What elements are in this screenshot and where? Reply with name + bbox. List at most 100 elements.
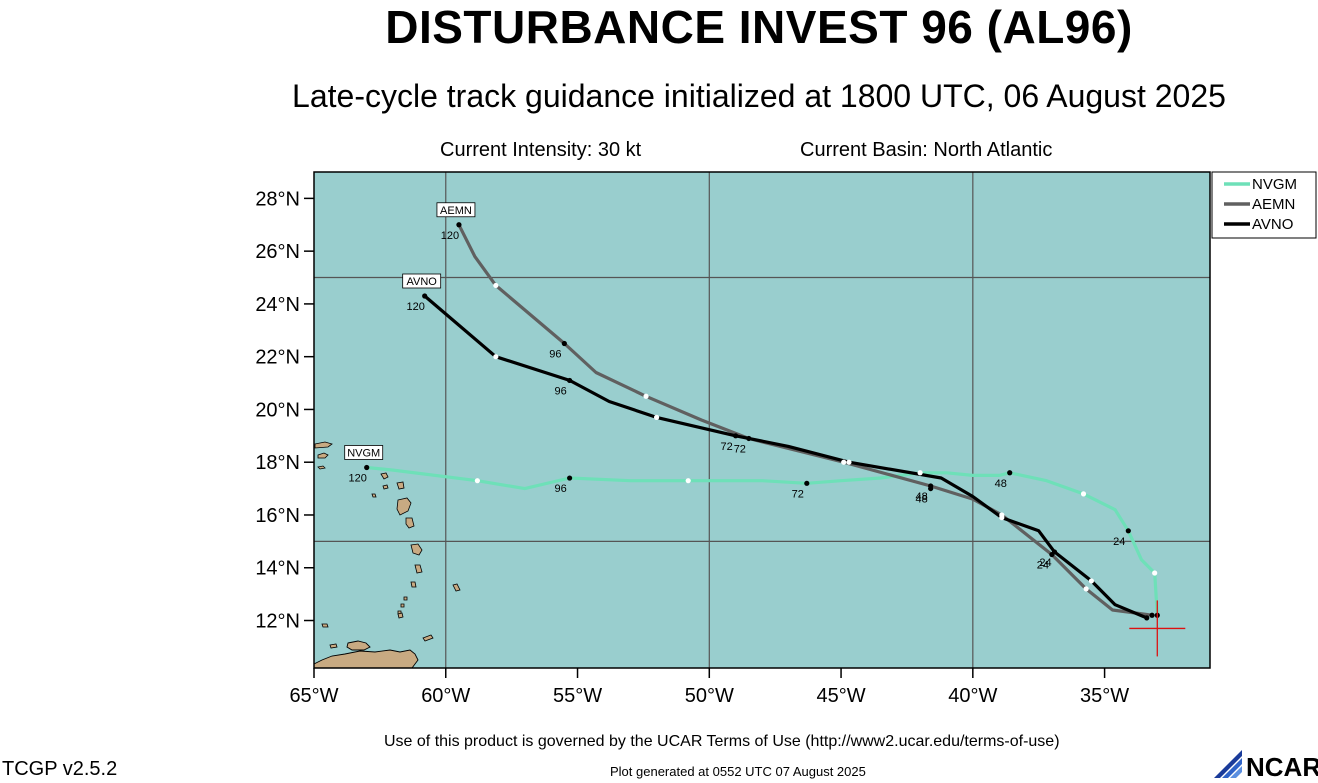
x-tick-label: 45°W [816,685,865,707]
current-intensity: Current Intensity: 30 kt [440,139,642,161]
track-marker [1083,586,1089,592]
forecast-hour-label: 120 [407,301,425,313]
track-marker [1051,549,1058,555]
model-end-label-box [344,445,384,460]
track-marker [804,480,810,486]
x-tick-label: 55°W [553,685,602,707]
forecast-hour-label: 96 [554,483,566,495]
y-tick-label: 20°N [255,399,300,421]
track-marker [567,475,573,481]
y-tick-label: 16°N [255,505,300,527]
version-label: TCGP v2.5.2 [2,758,118,780]
land-masses [314,441,461,668]
track-line-aemn [457,224,1153,617]
model-end-label-nvgm: NVGM [344,445,384,460]
model-tracks: 24487296120NVGM24487296120AEMN2448729612… [344,202,1160,621]
island-st-vincent [410,581,417,588]
island-dominica [405,517,415,529]
track-marker [1144,615,1150,621]
y-tick-label: 12°N [255,611,300,633]
island-montserrat [371,493,377,498]
plot-frame [313,171,1211,669]
track-marker [746,435,752,442]
y-tick-label: 24°N [255,294,300,316]
graticule [314,172,1210,668]
model-end-label-text: AVNO [407,276,438,288]
legend-label: AVNO [1252,216,1293,233]
island-small-west [321,623,338,649]
island-martinique [410,543,423,556]
track-marker [846,459,852,465]
ncar-logo-text: NCAR [1246,752,1318,782]
y-tick-label: 28°N [255,188,300,210]
current-position-marker [1129,600,1186,657]
legend-label: AEMN [1252,196,1295,213]
land-venezuela-trinidad [314,640,419,668]
forecast-hour-label: 24 [1113,536,1125,548]
model-end-label-box [402,273,442,289]
forecast-hour-label: 96 [549,348,561,360]
track-marker [1007,470,1013,476]
forecast-hour-label: 48 [916,494,928,506]
y-tick-label: 22°N [255,347,300,369]
island-marie-galante [396,497,412,516]
track-marker [1080,491,1087,497]
model-end-label-aemn: AEMN [436,202,476,218]
forecast-hour-label: 72 [721,441,733,453]
track-map: 24487296120NVGM24487296120AEMN2448729612… [255,171,1317,707]
y-tick-label: 26°N [255,241,300,263]
forecast-hour-label: 120 [349,472,367,484]
track-marker [733,433,739,439]
track-marker [422,293,428,299]
page-subtitle: Late-cycle track guidance initialized at… [292,78,1226,114]
island-tobago [422,634,434,642]
x-tick-label: 65°W [289,685,338,707]
island-virgin-islands [317,452,329,459]
track-marker [493,354,499,360]
model-end-label-text: AEMN [440,205,472,217]
track-marker [643,393,649,399]
island-barbados [452,583,461,592]
track-marker [928,485,934,492]
track-marker [1125,528,1131,534]
island-anguilla [317,465,326,470]
generated-timestamp: Plot generated at 0552 UTC 07 August 202… [610,764,866,779]
forecast-hour-label: 96 [554,385,566,397]
forecast-hour-label: 48 [995,478,1007,490]
model-end-label-box [436,202,476,218]
legend: NVGM AEMN AVNO [1211,171,1317,239]
track-marker [1149,612,1155,618]
island-antigua [380,472,389,480]
track-marker [456,222,462,228]
track-marker [917,470,923,476]
track-marker [567,377,573,384]
axis-labels: 65°W 60°W 55°W 50°W 45°W 40°W 35°W 12°N 14°N 16°N… [255,188,1129,707]
forecast-hour-label: 48 [916,491,928,503]
track-marker [1088,578,1095,584]
forecast-hour-label: 72 [792,488,804,500]
y-tick-label: 14°N [255,558,300,580]
track-marker [561,340,567,347]
track-marker [364,464,370,471]
track-marker [1152,570,1158,576]
page-title: DISTURBANCE INVEST 96 (AL96) [385,1,1133,53]
island-guadeloupe [396,481,405,490]
island-puerto-rico-edge [314,441,333,449]
forecast-hour-label: 120 [441,230,459,242]
track-marker [653,414,660,420]
model-end-label-text: NVGM [347,447,380,459]
y-tick-label: 18°N [255,452,300,474]
island-barbuda [382,484,389,490]
x-tick-label: 50°W [685,685,734,707]
terms-of-use: Use of this product is governed by the U… [384,733,1060,750]
ncar-logo-icon [1214,750,1242,778]
x-tick-label: 35°W [1080,685,1129,707]
legend-label: NVGM [1252,176,1297,193]
track-line-avno [423,294,1148,620]
ocean-background [314,172,1210,668]
current-basin: Current Basin: North Atlantic [800,139,1053,161]
track-marker [493,282,499,289]
x-tick-label: 40°W [948,685,997,707]
x-tick-label: 60°W [421,685,470,707]
forecast-hour-label: 24 [1037,560,1049,572]
